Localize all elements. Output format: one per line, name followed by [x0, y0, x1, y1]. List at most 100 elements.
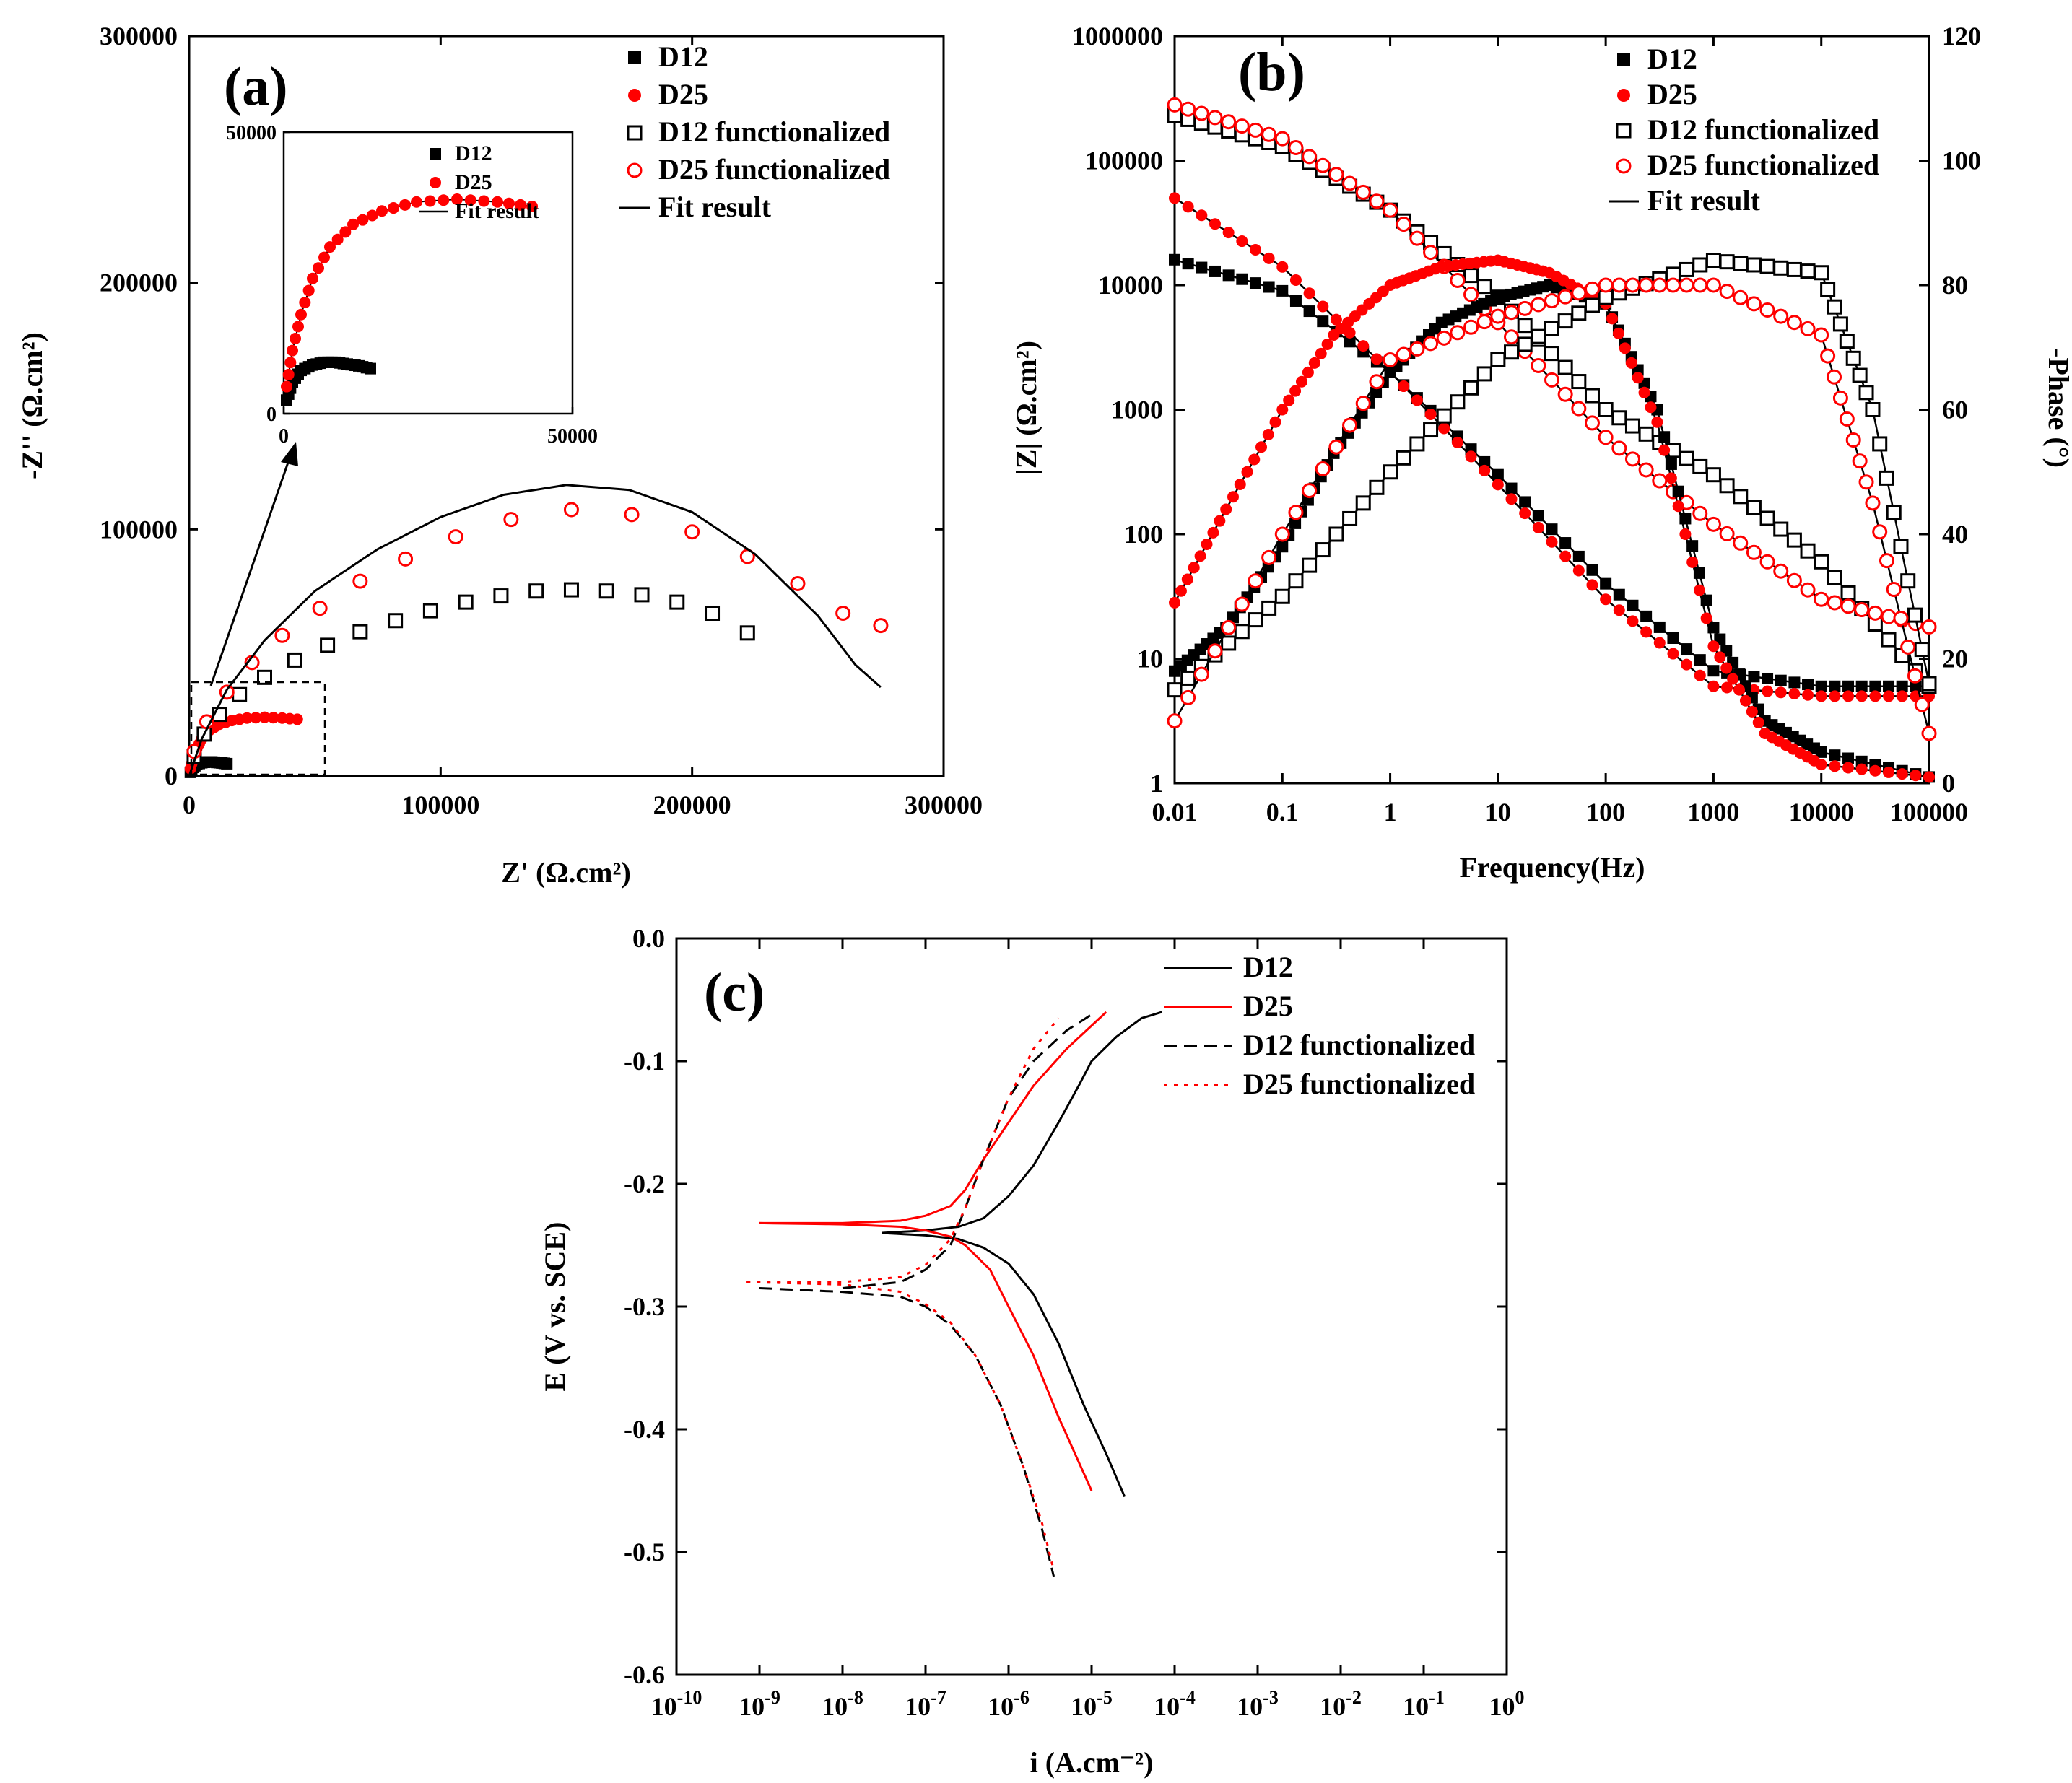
b-legend-label: Fit result [1647, 184, 1761, 217]
b-point-d25-z- [1694, 669, 1706, 681]
b-legend-label: D12 functionalized [1647, 113, 1879, 146]
b-point-d25-phase [1733, 684, 1746, 696]
c-xtick-label: 10-3 [1237, 1687, 1279, 1721]
b-point-d25-functionalized-z- [1221, 114, 1237, 130]
c-xtick-label: 10-6 [988, 1687, 1030, 1721]
b-legend-marker [1616, 123, 1632, 139]
c-ytick-label: 0.0 [632, 924, 665, 953]
inset-point-d25 [313, 262, 324, 274]
panel-a-zoom-box [190, 681, 326, 776]
b-point-d25-functionalized-phase [1665, 277, 1681, 293]
b-point-d25-phase [1665, 472, 1677, 484]
b-point-d12-functionalized-phase [1409, 436, 1425, 452]
b-point-d12-z- [1775, 674, 1787, 686]
b-point-d25-z- [1788, 688, 1801, 700]
b-point-d12-z- [1559, 537, 1572, 549]
b-point-d12-z- [1344, 336, 1356, 348]
b-point-d12-functionalized-phase [1839, 334, 1855, 349]
inset-point-d25 [292, 321, 304, 333]
b-ytick-label: 10000 [1098, 271, 1163, 300]
c-curve-d12-functionalized-anodic [842, 1013, 1092, 1289]
inset-point-d25 [287, 344, 298, 357]
c-curve-d25-functionalized-anodic [746, 1017, 1060, 1283]
b-point-d25-z- [1424, 408, 1437, 420]
b-point-d12-phase [1276, 541, 1289, 553]
b-point-d25-functionalized-phase [1302, 483, 1318, 499]
inset-point-d25 [357, 214, 369, 226]
b-point-d25-functionalized-z- [1261, 126, 1277, 142]
b-point-d12-functionalized-z- [1598, 402, 1614, 417]
b-point-d12-z- [1600, 577, 1612, 590]
panel-c-axes: 10-10 10-9 10-8 10-7 10-6 10-5 10-4 10-3 10-2 10-… [624, 924, 1525, 1721]
b-point-d12-z- [1196, 261, 1208, 274]
b-y2tick-label: 40 [1942, 520, 1968, 549]
b-point-d25-phase [1632, 372, 1644, 384]
b-point-d12-functionalized-z- [1800, 543, 1816, 559]
b-point-d12-functionalized-phase [1342, 510, 1358, 526]
inset-point-d25 [302, 284, 315, 297]
b-point-d12-z- [1667, 632, 1679, 645]
b-point-d12-functionalized-phase [1759, 258, 1775, 274]
b-point-d12-z- [1479, 455, 1491, 468]
a-point-d25-functionalized [624, 507, 640, 523]
b-point-d25-functionalized-z- [1584, 415, 1600, 431]
b-point-d25-z- [1883, 690, 1895, 702]
panel-c-ylabel: E (V vs. SCE) [539, 1222, 571, 1392]
b-y2tick-label: 80 [1942, 271, 1968, 300]
b-point-d25-functionalized-phase [1531, 297, 1546, 313]
b-point-d12-functionalized-phase [1773, 260, 1789, 276]
b-point-d12-functionalized-phase [1827, 299, 1842, 315]
b-point-d25-phase [1207, 526, 1219, 539]
b-point-d25-functionalized-phase [1207, 643, 1223, 659]
c-xtick-exponent: -3 [1263, 1687, 1279, 1708]
b-point-d25-functionalized-phase [1858, 474, 1874, 490]
b-y2tick-label: 20 [1942, 645, 1968, 673]
b-point-d25-functionalized-phase [1624, 277, 1640, 293]
a-point-d25-functionalized [563, 502, 579, 518]
b-point-d25-functionalized-z- [1355, 184, 1371, 200]
b-point-d12-functionalized-phase [1814, 265, 1829, 281]
c-xtick-exponent: -1 [1429, 1687, 1445, 1708]
b-point-d12-z- [1627, 599, 1639, 611]
b-point-d25-z- [1451, 436, 1463, 448]
b-point-d25-functionalized-z- [1759, 554, 1775, 570]
b-point-d25-phase [1700, 612, 1712, 624]
b-point-d25-functionalized-phase [1827, 369, 1842, 385]
b-point-d12-z- [1613, 588, 1625, 601]
b-point-d25-z- [1600, 593, 1612, 606]
b-point-d25-phase [1625, 357, 1637, 369]
b-point-d25-z- [1357, 340, 1370, 352]
panel-a-ylabel: -Z'' (Ω.cm²) [16, 332, 48, 479]
b-point-d25-phase [1181, 573, 1193, 585]
b-point-d25-z- [1182, 201, 1194, 213]
inset-point-d25 [424, 195, 436, 207]
a-point-d25-functionalized [448, 529, 463, 545]
b-point-d25-functionalized-phase [1355, 396, 1371, 411]
b-point-d25-phase [1295, 375, 1307, 388]
c-legend-label: D12 [1243, 951, 1293, 983]
b-point-d25-functionalized-phase [1839, 411, 1855, 427]
a-point-d25 [241, 712, 253, 724]
b-point-d12-functionalized-phase [1261, 600, 1277, 616]
panel-a: (a) 0 100000 200000 300000 0 100000 200000 3000… [16, 22, 983, 889]
panel-a-zoom-arrow [209, 455, 292, 686]
a-point-d12-functionalized [493, 588, 509, 604]
b-legend-label: D25 functionalized [1647, 149, 1879, 181]
b-point-d25-z- [1775, 686, 1787, 699]
panel-a-axes: 0 100000 200000 300000 0 100000 200000 300000 [100, 22, 983, 819]
b-point-d12-functionalized-z- [1679, 450, 1694, 466]
b-point-d25-functionalized-z- [1207, 110, 1223, 126]
inset-point-d25 [451, 193, 463, 205]
b-point-d12-z- [1317, 315, 1329, 328]
panel-c-xlabel: i (A.cm⁻²) [1030, 1746, 1154, 1779]
b-point-d12-z- [1236, 273, 1248, 285]
a-ytick-label: 0 [165, 762, 178, 790]
b-xtick-label: 1000 [1687, 798, 1739, 827]
b-point-d25-functionalized-z- [1531, 357, 1546, 373]
b-point-d25-phase [1302, 366, 1314, 378]
b-point-d25-phase [1234, 479, 1246, 490]
b-point-d25-phase [1679, 528, 1692, 540]
inset-point-d25 [307, 272, 318, 284]
b-point-d12-z- [1289, 295, 1302, 307]
b-point-d25-z- [1370, 353, 1383, 365]
